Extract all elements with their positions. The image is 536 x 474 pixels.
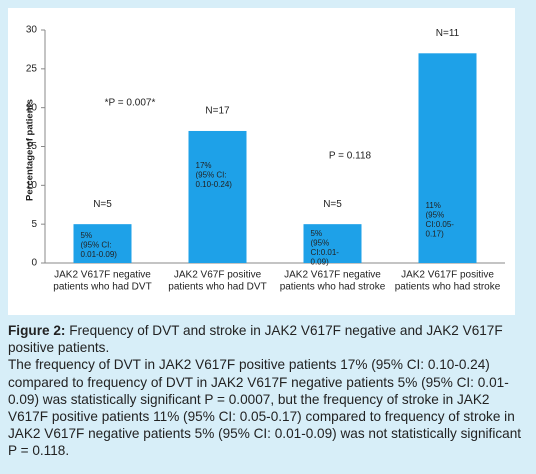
- bar: [303, 224, 362, 263]
- bar: [188, 130, 247, 263]
- bar-annotation: (95% CI:: [196, 171, 227, 180]
- x-tick-label: patients who had stroke: [280, 282, 386, 293]
- x-tick-label: patients who had DVT: [53, 282, 151, 293]
- y-tick-label: 5: [31, 219, 37, 230]
- bar-annotation: 0.01-0.09): [81, 250, 118, 259]
- n-label: N=17: [205, 106, 230, 117]
- annotation: P = 0.118: [329, 151, 372, 162]
- y-tick-label: 0: [31, 258, 37, 269]
- y-tick-label: 25: [26, 63, 38, 74]
- n-label: N=5: [323, 199, 342, 210]
- x-tick-label: patients who had DVT: [168, 282, 266, 293]
- x-tick-label: JAK2 V617F positive: [401, 270, 494, 281]
- bar-annotation: 0.09): [311, 258, 330, 267]
- y-tick-label: 15: [26, 141, 38, 152]
- x-tick-label: patients who had stroke: [395, 282, 501, 293]
- bar-annotation: 5%: [311, 229, 323, 238]
- caption: Figure 2: Frequency of DVT and stroke in…: [8, 322, 530, 460]
- bar-annotation: 17%: [196, 161, 212, 170]
- y-axis-label: Percentage of patients: [25, 99, 36, 201]
- bar-annotation: 5%: [81, 231, 93, 240]
- chart: Percentage of patients *P = 0.007* P = 0…: [8, 8, 515, 315]
- annotation: *P = 0.007*: [105, 98, 156, 109]
- bar-annotation: 11%: [426, 201, 441, 210]
- n-label: N=11: [436, 28, 460, 39]
- y-tick-label: 20: [26, 102, 38, 113]
- caption-body: The frequency of DVT in JAK2 V617F posit…: [8, 357, 522, 459]
- bar-annotation: CI:0.01-: [311, 248, 340, 257]
- bar: [418, 53, 477, 263]
- y-tick-label: 10: [26, 180, 38, 191]
- caption-label: Figure 2:: [8, 323, 66, 338]
- bar-annotation: (95% CI:: [81, 241, 112, 250]
- n-label: N=5: [93, 199, 112, 210]
- caption-title: Frequency of DVT and stroke in JAK2 V617…: [8, 323, 503, 356]
- bar: [73, 224, 132, 263]
- bar-annotation: 0.17): [426, 230, 445, 239]
- x-tick-label: JAK2 V67F positive: [174, 270, 262, 281]
- bar-annotation: 0.10-0.24): [196, 180, 233, 189]
- y-tick-label: 30: [26, 25, 38, 36]
- bar-annotation: CI:0.05-: [426, 220, 455, 229]
- bar-annotation: (95%: [426, 211, 445, 220]
- bar-annotation: (95%: [311, 239, 330, 248]
- x-tick-label: JAK2 V617F negative: [284, 270, 381, 281]
- x-tick-label: JAK2 V617F negative: [54, 270, 151, 281]
